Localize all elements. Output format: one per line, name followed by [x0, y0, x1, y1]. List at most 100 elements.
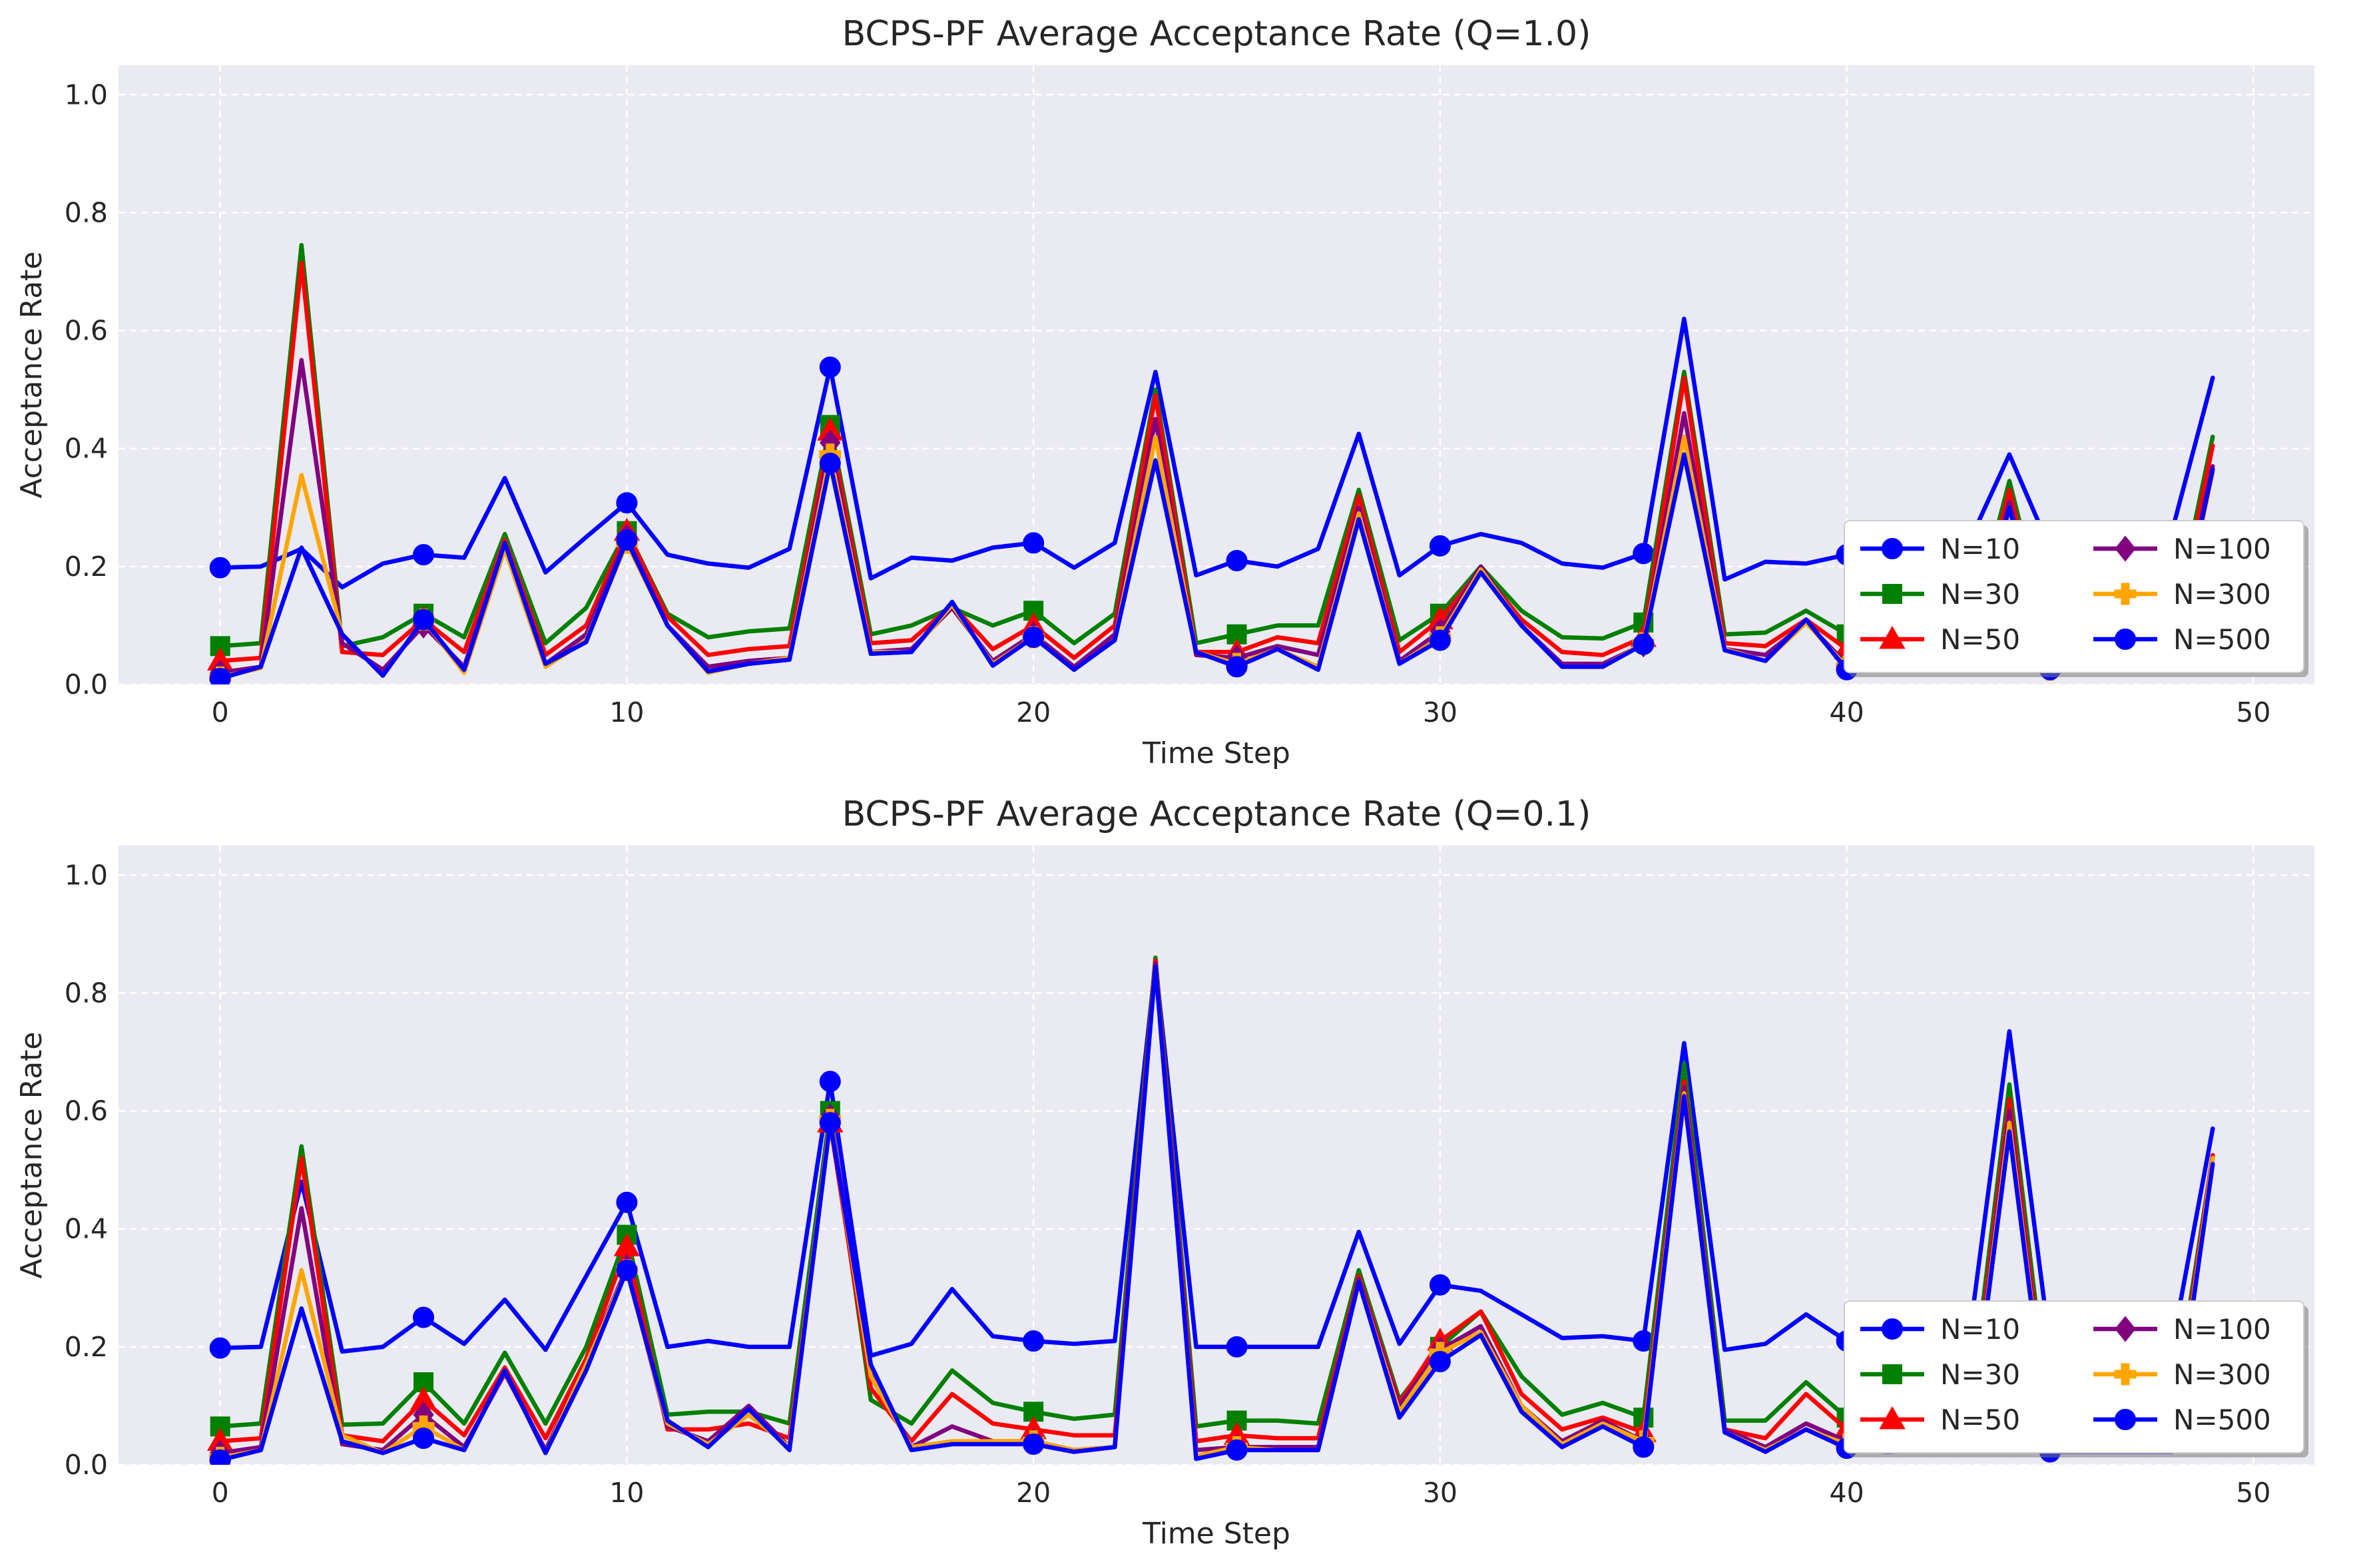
data-point-circle: [616, 492, 638, 514]
y-tick-label: 0.2: [65, 1331, 108, 1363]
data-point-circle: [616, 1191, 638, 1213]
data-point-circle: [209, 1337, 231, 1359]
legend-item: N=50: [1860, 623, 2020, 656]
legend-item: N=10: [1860, 1313, 2020, 1346]
data-point-circle: [1429, 535, 1451, 557]
legend-marker-diamond: [2115, 535, 2136, 562]
x-tick-label: 30: [1423, 1477, 1457, 1509]
data-point-circle: [1023, 1330, 1045, 1352]
x-axis-label: Time Step: [1142, 1517, 1290, 1551]
y-tick-label: 0.0: [65, 668, 108, 700]
legend-item: N=100: [2093, 1313, 2271, 1346]
legend-box: [1844, 1300, 2304, 1453]
y-tick-label: 0.0: [65, 1449, 108, 1481]
legend-label: N=500: [2173, 623, 2271, 656]
x-axis-label: Time Step: [1142, 736, 1290, 770]
legend-label: N=30: [1940, 1358, 2020, 1391]
y-tick-label: 0.2: [65, 551, 108, 583]
legend-label: N=300: [2173, 578, 2271, 611]
y-tick-label: 1.0: [65, 859, 108, 891]
y-tick-label: 0.4: [65, 433, 108, 465]
data-point-circle: [1429, 1351, 1451, 1372]
chart-title: BCPS-PF Average Acceptance Rate (Q=1.0): [842, 14, 1591, 54]
legend-marker-circle: [1882, 1318, 1903, 1340]
legend-label: N=30: [1940, 578, 2020, 611]
legend-marker-square: [1882, 1364, 1902, 1384]
legend-box: [1844, 520, 2304, 673]
data-point-circle: [616, 529, 638, 551]
legend-label: N=100: [2173, 1313, 2271, 1346]
data-point-circle: [1023, 532, 1045, 554]
chart-panel-1: 0 10 20 30 40 50 0.0 0.2 0.4 0.6 0.8 1.0 BCPS-PF Ave…: [15, 14, 2314, 770]
legend-marker-triangle: [1879, 625, 1906, 649]
chart-panel-2: 0 10 20 30 40 50 0.0 0.2 0.4 0.6 0.8 1.0 BCPS-PF Ave…: [15, 794, 2314, 1551]
chart-title: BCPS-PF Average Acceptance Rate (Q=0.1): [842, 794, 1591, 834]
x-tick-label: 40: [1830, 1477, 1864, 1509]
legend-label: N=300: [2173, 1358, 2271, 1391]
y-tick-label: 0.8: [65, 977, 108, 1009]
x-tick-label: 20: [1016, 1477, 1051, 1509]
y-tick-label: 0.4: [65, 1213, 108, 1245]
x-tick-label: 40: [1830, 696, 1864, 728]
legend-label: N=10: [1940, 533, 2020, 565]
legend-item: N=300: [2093, 578, 2271, 611]
legend-marker-square: [1882, 584, 1902, 604]
legend-marker-plus: [2114, 583, 2137, 605]
data-point-circle: [1633, 633, 1655, 655]
data-point-circle: [1023, 627, 1045, 649]
legend: N=10 N=30 N=50 N=100 N=300 N=500: [1844, 520, 2308, 677]
legend-marker-triangle: [1879, 1406, 1906, 1430]
legend-marker-circle: [1882, 538, 1903, 559]
data-point-circle: [819, 1071, 841, 1093]
y-axis-label: Acceptance Rate: [15, 1032, 49, 1279]
y-tick-label: 1.0: [65, 79, 108, 111]
legend-label: N=500: [2173, 1404, 2271, 1436]
x-tick-label: 20: [1016, 696, 1051, 728]
data-point-circle: [1226, 1336, 1248, 1358]
data-point-circle: [1633, 543, 1655, 565]
data-point-circle: [819, 1112, 841, 1134]
legend-marker-diamond: [2115, 1316, 2136, 1342]
data-point-circle: [616, 1259, 638, 1281]
x-tick-label: 0: [212, 1477, 229, 1509]
data-point-circle: [1226, 1439, 1248, 1461]
legend-item: N=10: [1860, 533, 2020, 565]
legend-marker-circle: [2115, 1409, 2136, 1430]
x-tick-label: 30: [1423, 696, 1457, 728]
data-point-circle: [1226, 550, 1248, 571]
x-tick-label: 10: [609, 1477, 644, 1509]
legend-item: N=300: [2093, 1358, 2271, 1391]
legend-marker-circle: [2115, 629, 2136, 650]
y-tick-label: 0.6: [65, 1095, 108, 1127]
legend-label: N=50: [1940, 623, 2020, 656]
data-point-circle: [819, 356, 841, 378]
data-point-circle: [819, 452, 841, 474]
y-tick-label: 0.8: [65, 196, 108, 228]
legend-label: N=10: [1940, 1313, 2020, 1346]
data-point-circle: [413, 1306, 435, 1328]
y-tick-label: 0.6: [65, 315, 108, 347]
y-axis-label: Acceptance Rate: [15, 252, 49, 499]
legend-marker-plus: [2114, 1363, 2137, 1386]
data-point-circle: [1429, 1274, 1451, 1296]
legend-item: N=30: [1860, 578, 2020, 611]
data-point-circle: [1023, 1434, 1045, 1455]
legend-item: N=500: [2093, 623, 2271, 656]
x-tick-label: 0: [212, 696, 229, 728]
legend-label: N=100: [2173, 533, 2271, 565]
legend-label: N=50: [1940, 1404, 2020, 1436]
data-point-circle: [1633, 1436, 1655, 1458]
data-point-circle: [413, 544, 435, 566]
data-point-circle: [413, 1428, 435, 1449]
x-tick-label: 50: [2236, 1477, 2270, 1509]
data-point-circle: [413, 609, 435, 631]
data-point-circle: [209, 668, 231, 684]
legend: N=10 N=30 N=50 N=100 N=300 N=500: [1844, 1300, 2308, 1457]
legend-item: N=30: [1860, 1358, 2020, 1391]
data-point-circle: [209, 1449, 231, 1465]
legend-item: N=500: [2093, 1404, 2271, 1436]
x-tick-label: 10: [609, 696, 644, 728]
data-point-circle: [1429, 629, 1451, 651]
data-point-circle: [209, 557, 231, 579]
